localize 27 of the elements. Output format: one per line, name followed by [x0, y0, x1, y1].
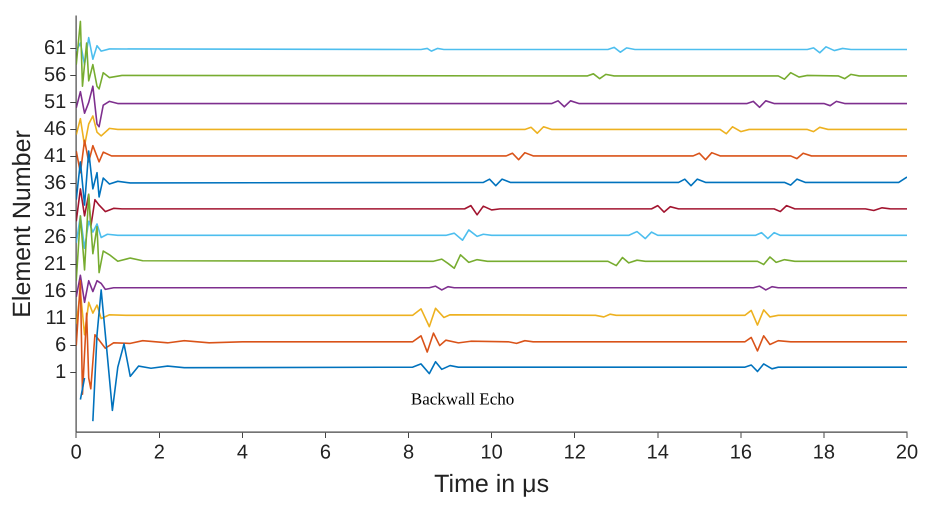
y-tick-label: 31: [44, 199, 66, 222]
y-tick-label: 56: [44, 64, 66, 86]
x-tick-label: 16: [730, 442, 752, 464]
y-tick-label: 46: [44, 118, 66, 140]
x-tick-label: 14: [646, 442, 669, 464]
x-tick-label: 8: [402, 442, 414, 464]
x-tick-label: 4: [236, 442, 248, 464]
y-tick-label: 16: [44, 280, 66, 302]
x-tick-label: 6: [320, 442, 332, 464]
x-tick-label: 12: [564, 442, 586, 464]
y-tick-label: 11: [45, 307, 66, 330]
y-tick-label: 21: [44, 253, 66, 276]
y-tick-label: 6: [55, 334, 66, 356]
x-tick-label: 18: [812, 442, 836, 464]
y-tick-label: 1: [55, 361, 66, 384]
x-axis-title: Time in μs: [434, 470, 550, 498]
y-tick-label: 51: [44, 90, 66, 113]
y-tick-label: 36: [44, 172, 66, 194]
y-tick-label: 41: [44, 144, 66, 167]
x-tick-label: 10: [480, 442, 503, 464]
y-axis-title: Element Number: [8, 130, 36, 318]
y-tick-label: 61: [44, 36, 66, 59]
x-tick-label: 20: [896, 442, 918, 464]
annotation: Backwall Echo: [410, 389, 514, 408]
y-tick-label: 26: [44, 226, 66, 248]
x-tick-label: 0: [70, 442, 82, 464]
x-tick-label: 2: [154, 442, 165, 464]
